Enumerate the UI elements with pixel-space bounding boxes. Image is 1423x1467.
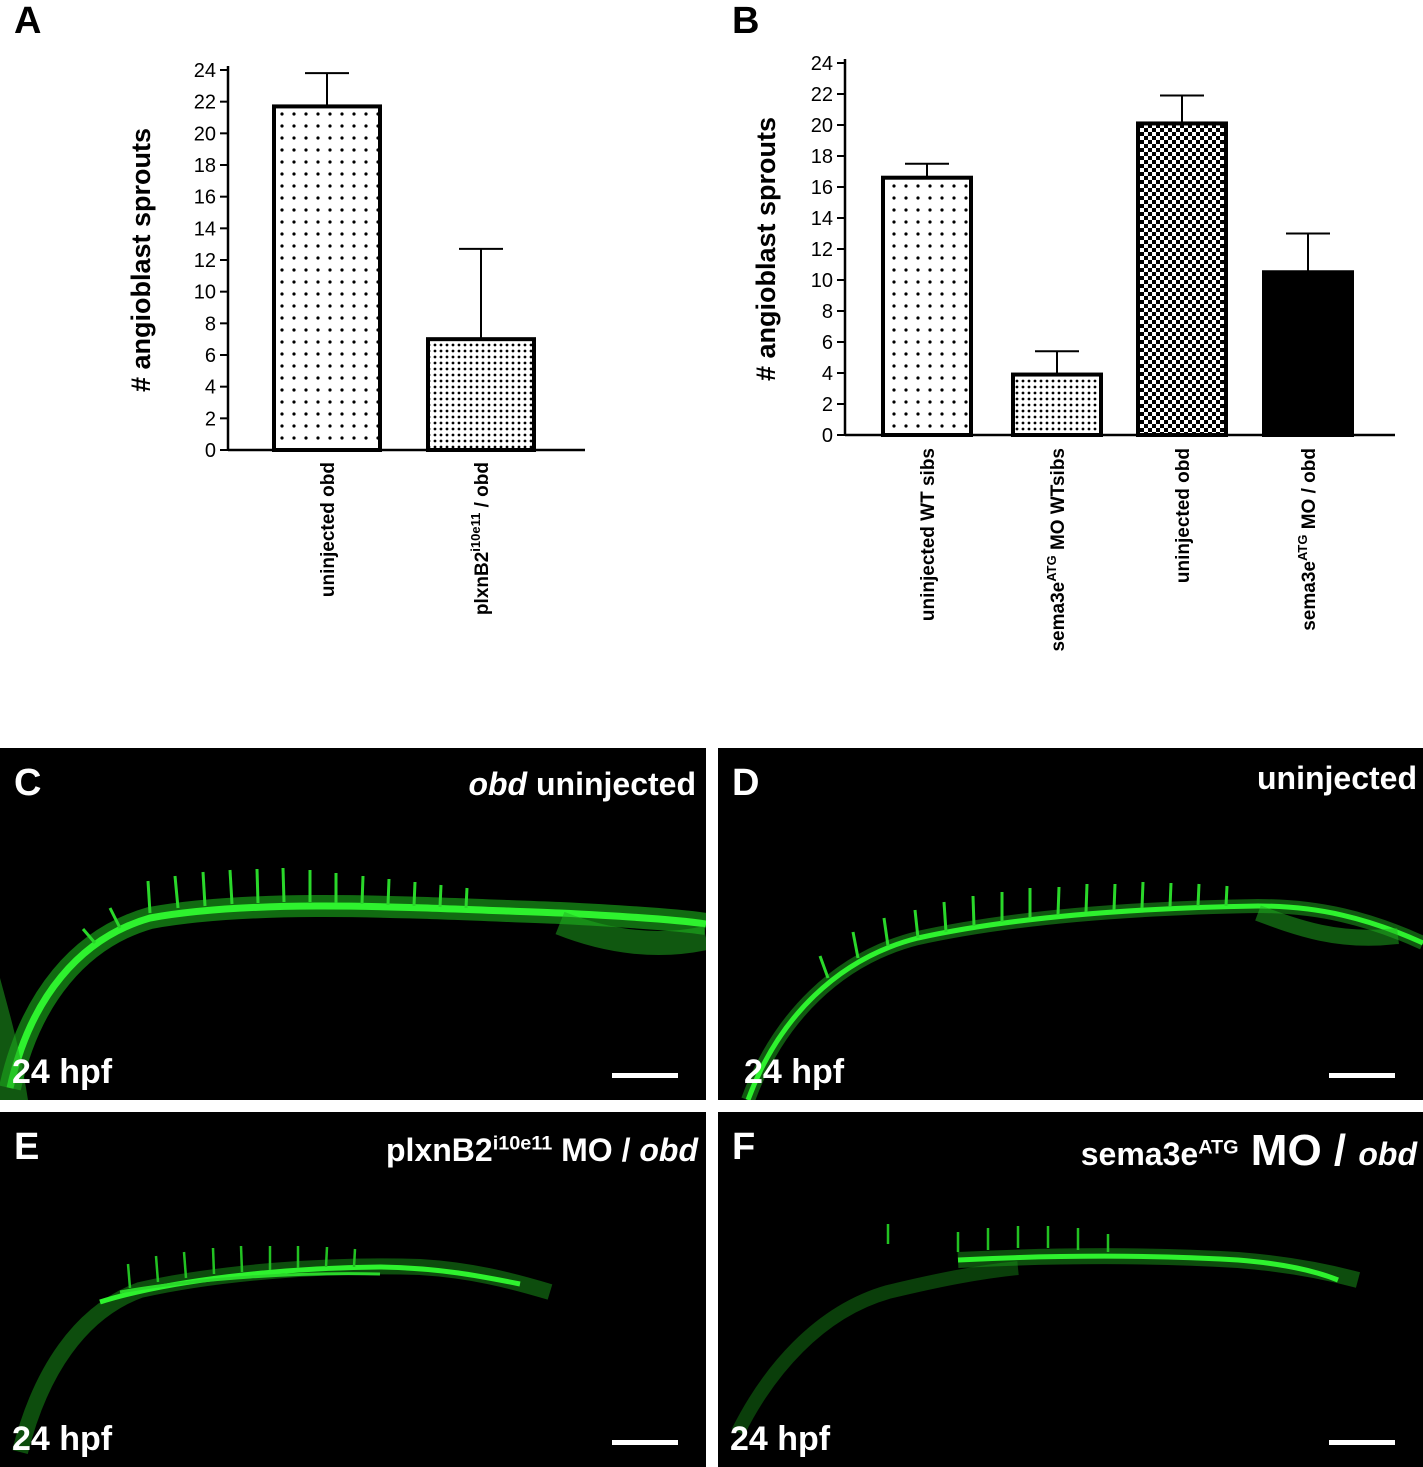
category-label: uninjected obd	[318, 462, 339, 597]
category-label: sema3eATG MO / obd	[1295, 448, 1320, 631]
micrograph-d-title-rest: uninjected	[1256, 760, 1417, 796]
y-tick-label: 24	[194, 60, 216, 82]
y-tick-label: 18	[811, 146, 833, 168]
y-tick-label: 20	[811, 115, 833, 137]
y-tick-label: 12	[811, 239, 833, 261]
category-label: uninjected obd	[1173, 448, 1194, 583]
panel-letter-d: D	[732, 762, 760, 804]
y-tick-label: 0	[822, 425, 833, 447]
panel-letter-b: B	[732, 0, 760, 42]
y-tick-label: 18	[194, 155, 216, 177]
micrograph-d-stage: 24 hpf	[744, 1053, 845, 1091]
micrograph-d: D uninjected 24 hpf	[718, 748, 1423, 1100]
y-tick-label: 22	[811, 84, 833, 106]
scale-bar	[1329, 1073, 1395, 1078]
y-tick-label: 2	[822, 394, 833, 416]
y-tick-label: 14	[811, 208, 833, 230]
scale-bar	[1329, 1440, 1395, 1445]
panel-letter-c: C	[14, 762, 42, 804]
bar	[1011, 372, 1103, 437]
y-tick-label: 4	[205, 377, 216, 399]
micrograph-c-title-italic: obd	[468, 766, 528, 802]
micrograph-c-stage: 24 hpf	[12, 1053, 113, 1091]
micrograph-f-title-main: sema3e	[1080, 1136, 1199, 1172]
micrograph-e: E plxnB2i10e11 MO / obd 24 hpf	[0, 1112, 706, 1467]
micrograph-c-title: obd uninjected	[468, 766, 696, 803]
y-tick-label: 6	[205, 345, 216, 367]
y-tick-label: 8	[822, 301, 833, 323]
micrograph-c: C obd uninjected 24 hpf	[0, 748, 706, 1100]
micrograph-f-title: sema3eATG MO / obd	[1081, 1126, 1417, 1176]
micrograph-e-title-rest: MO /	[552, 1132, 640, 1168]
scale-bar	[612, 1440, 678, 1445]
y-tick-label: 24	[811, 53, 833, 75]
y-tick-label: 14	[194, 218, 216, 240]
y-tick-label: 0	[205, 440, 216, 462]
scale-bar	[612, 1073, 678, 1078]
vessel-image-f	[731, 1224, 1361, 1436]
y-tick-label: 22	[194, 92, 216, 114]
vessel-image-d	[741, 881, 1423, 1100]
micrograph-f-title-italic: obd	[1358, 1136, 1417, 1172]
panel-letter-a: A	[14, 0, 42, 42]
micrograph-e-title-main: plxnB2	[386, 1132, 493, 1168]
y-tick-label: 2	[205, 408, 216, 430]
category-label: uninjected WT sibs	[918, 448, 939, 621]
micrograph-f-stage: 24 hpf	[730, 1420, 831, 1458]
micrograph-f-title-sup: ATG	[1198, 1136, 1239, 1159]
y-tick-label: 10	[194, 282, 216, 304]
y-tick-label: 4	[822, 363, 833, 385]
y-tick-label: 20	[194, 123, 216, 145]
bar	[1262, 270, 1354, 437]
bar	[272, 104, 382, 453]
y-axis-label: # angioblast sprouts	[126, 128, 156, 392]
bar	[426, 337, 536, 452]
panel-letter-e: E	[14, 1126, 40, 1168]
vessel-image-c	[0, 867, 706, 1100]
y-axis-label: # angioblast sprouts	[751, 117, 781, 381]
micrograph-e-stage: 24 hpf	[12, 1420, 113, 1458]
micrograph-e-title-italic: obd	[639, 1132, 698, 1168]
y-tick-label: 16	[194, 187, 216, 209]
y-tick-label: 6	[822, 332, 833, 354]
bar	[1136, 121, 1228, 437]
category-label: sema3eATG MO WTsibs	[1044, 448, 1069, 652]
micrograph-f: F sema3eATG MO / obd 24 hpf	[718, 1112, 1423, 1467]
micrograph-f-title-rest: MO /	[1238, 1126, 1359, 1175]
bar	[881, 175, 973, 437]
y-tick-label: 10	[811, 270, 833, 292]
micrograph-c-title-rest: uninjected	[527, 766, 696, 802]
panel-letter-f: F	[732, 1126, 756, 1168]
y-tick-label: 16	[811, 177, 833, 199]
micrograph-e-title: plxnB2i10e11 MO / obd	[386, 1132, 698, 1169]
micrograph-e-title-sup: i10e11	[492, 1132, 553, 1155]
micrograph-d-title: uninjected	[1257, 760, 1417, 797]
category-label: plxnB2i10e11 / obd	[468, 462, 493, 615]
y-tick-label: 8	[205, 313, 216, 335]
vessel-image-e	[12, 1245, 553, 1454]
y-tick-label: 12	[194, 250, 216, 272]
